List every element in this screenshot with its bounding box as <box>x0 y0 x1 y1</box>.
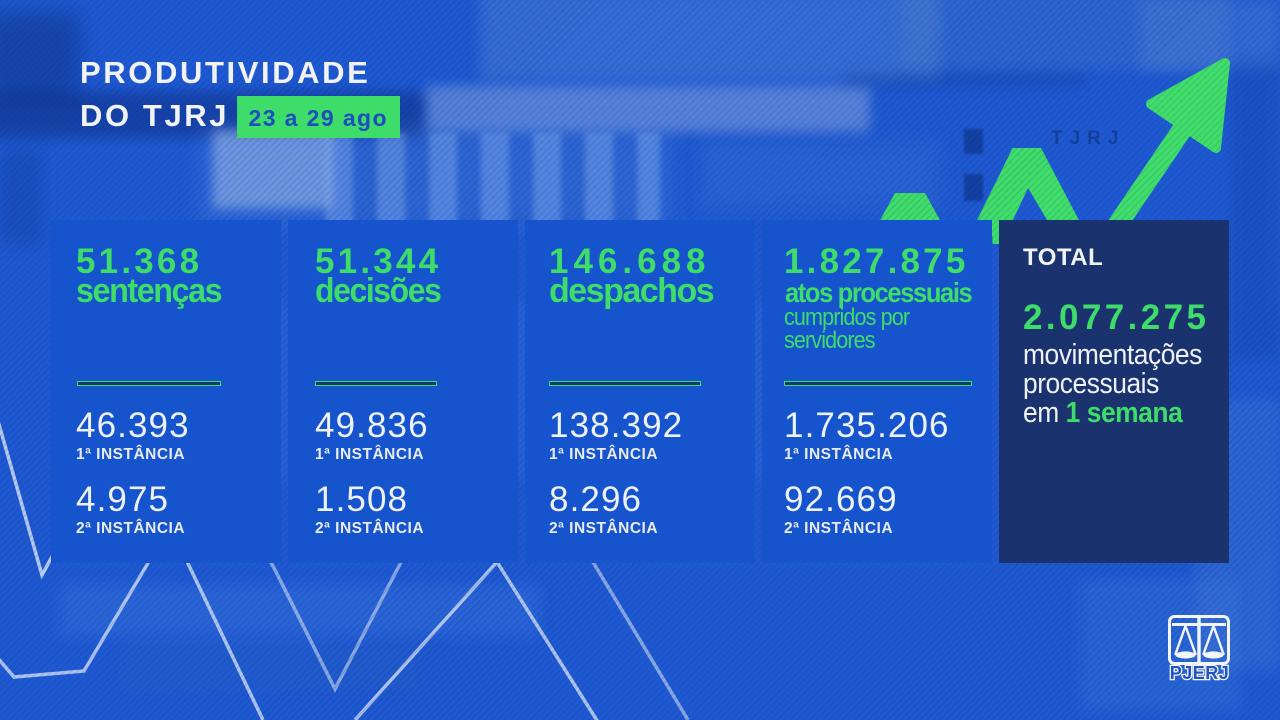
svg-text:PJERJ: PJERJ <box>1170 663 1230 683</box>
